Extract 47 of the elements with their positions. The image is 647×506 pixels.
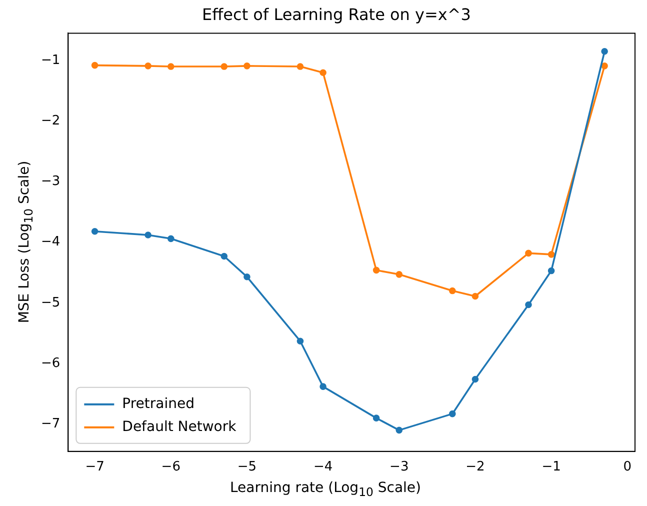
point (525, 301, 532, 308)
point (144, 232, 152, 238)
point (220, 63, 228, 70)
point (220, 252, 228, 260)
point (372, 266, 380, 274)
x-tick-label: −6 (161, 460, 180, 475)
point (320, 69, 326, 76)
point (167, 235, 174, 242)
y-tick-label: −7 (40, 416, 60, 432)
point (472, 292, 479, 300)
point (91, 228, 98, 235)
x-tick-label: −7 (85, 460, 104, 475)
point (244, 273, 250, 280)
y-tick-label: −4 (40, 234, 60, 250)
y-tick-label: −3 (40, 174, 60, 190)
point (167, 63, 174, 70)
legend-label: Default Network (122, 419, 238, 436)
y-tick-label: −5 (40, 295, 60, 310)
x-tick-label: 0 (623, 460, 632, 475)
point (548, 267, 555, 274)
point (244, 62, 250, 70)
point (601, 48, 608, 55)
x-tick-label: −1 (542, 460, 561, 475)
point (525, 250, 532, 257)
point (396, 426, 403, 434)
point (601, 62, 608, 70)
x-axis-title: Learning rate (Log$_{10}$ Scale) (228, 480, 422, 499)
point (296, 63, 304, 70)
y-tick-label: −1 (40, 52, 60, 68)
point (548, 251, 555, 258)
y-tick-label: −2 (40, 113, 60, 128)
y-tick-label: −6 (40, 356, 60, 371)
point (144, 62, 152, 70)
x-tick-label: −2 (466, 460, 485, 475)
point (296, 338, 304, 344)
chart-title: Effect of Learning Rate on y=x^3 (202, 4, 471, 24)
x-tick-label: −4 (313, 460, 333, 475)
point (396, 271, 403, 278)
legend-label: Pretrained (122, 396, 195, 412)
point (320, 383, 326, 390)
point (448, 410, 456, 418)
point (448, 287, 456, 294)
point (472, 376, 479, 383)
x-tick-label: −3 (390, 460, 409, 475)
point (372, 414, 380, 422)
point (91, 62, 98, 69)
x-tick-label: −5 (237, 460, 257, 475)
